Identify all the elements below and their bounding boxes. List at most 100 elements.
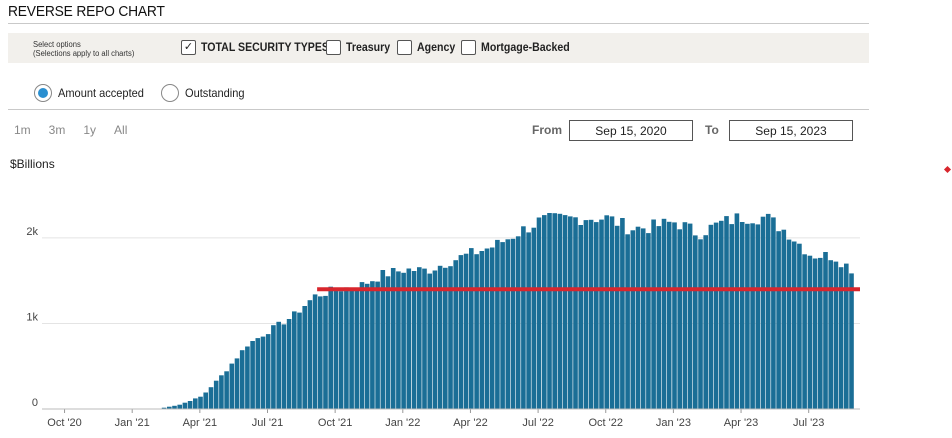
bar (568, 216, 573, 409)
bar (219, 375, 224, 409)
bar (370, 281, 375, 409)
radio-selected-icon[interactable] (34, 84, 52, 102)
bar (328, 286, 334, 409)
bar (521, 226, 526, 409)
bar (307, 300, 313, 409)
bar (557, 213, 563, 409)
bar (515, 236, 521, 409)
metric-radio-group: Amount accepted Outstanding (34, 84, 260, 102)
bar (396, 271, 401, 409)
bar (463, 253, 469, 409)
bar (177, 404, 183, 409)
checkbox-agency[interactable]: Agency (397, 40, 459, 55)
bar (250, 341, 255, 409)
bar (640, 228, 646, 409)
bar (443, 267, 448, 409)
bar (646, 233, 651, 409)
bar (526, 232, 531, 409)
checkbox-box[interactable] (397, 40, 412, 55)
bar (474, 254, 479, 409)
bar (745, 223, 750, 409)
checkbox-box[interactable] (326, 40, 341, 55)
options-bar: Select options (Selections apply to all … (8, 33, 869, 63)
range-1y[interactable]: 1y (83, 123, 97, 137)
bar (385, 276, 391, 409)
bar (713, 222, 719, 409)
bar-series (156, 213, 854, 409)
from-label: From (532, 123, 562, 137)
bar (812, 258, 818, 409)
bar (588, 219, 594, 409)
bar (672, 222, 677, 409)
bar (755, 224, 761, 409)
bar (417, 267, 422, 409)
checkbox-mortgage-backed[interactable]: Mortgage-Backed (461, 40, 578, 55)
bar (719, 220, 724, 409)
bar (547, 213, 552, 409)
to-date-input[interactable]: Sep 15, 2023 (729, 120, 853, 141)
bar (437, 265, 443, 409)
range-3m[interactable]: 3m (48, 123, 66, 137)
bar (286, 319, 292, 409)
bar (323, 295, 328, 409)
range-all[interactable]: All (114, 123, 128, 137)
bar (828, 260, 834, 409)
bar (281, 324, 287, 409)
bar (479, 251, 485, 409)
page-title: REVERSE REPO CHART (8, 3, 165, 20)
bar (693, 235, 698, 409)
bar (609, 216, 615, 409)
bar (500, 242, 505, 409)
select-options-title: Select options (33, 40, 81, 49)
bar (203, 392, 209, 409)
bar (682, 222, 688, 409)
bar (620, 218, 625, 409)
bar (604, 215, 610, 409)
bar (422, 268, 427, 409)
bar (338, 291, 344, 409)
range-1m[interactable]: 1m (14, 123, 31, 137)
x-tick-label: Apr '22 (453, 417, 488, 429)
x-tick-label: Jul '21 (252, 417, 283, 429)
x-tick-label: Jan '21 (115, 417, 150, 429)
radio-outstanding[interactable]: Outstanding (161, 84, 250, 102)
bar (698, 239, 703, 409)
bar (161, 407, 167, 409)
bar (677, 229, 683, 409)
bar (844, 263, 849, 409)
bar (265, 334, 271, 409)
from-date-input[interactable]: Sep 15, 2020 (569, 120, 693, 141)
bar (292, 311, 297, 409)
bar (656, 226, 662, 409)
x-tick-label: Jul '22 (522, 417, 553, 429)
range-selector: 1m 3m 1y All (14, 123, 127, 137)
bar (562, 215, 568, 409)
x-tick-label: Jan '22 (385, 417, 420, 429)
bar (359, 282, 365, 409)
bar (172, 405, 177, 409)
bar (781, 229, 787, 409)
title-divider (8, 23, 869, 24)
checkbox-box[interactable] (461, 40, 476, 55)
bar (193, 398, 198, 409)
radio-amount-accepted[interactable]: Amount accepted (34, 84, 151, 102)
bar (594, 222, 599, 409)
bar (495, 239, 500, 409)
checkbox-treasury[interactable]: Treasury (326, 40, 394, 55)
checkbox-total-security-types[interactable]: ✓ TOTAL SECURITY TYPES (181, 40, 340, 55)
bar (531, 227, 537, 409)
bar (505, 239, 511, 409)
radio-unselected-icon[interactable] (161, 84, 180, 102)
y-tick-label: 1k (26, 311, 38, 323)
radio-label: Amount accepted (58, 86, 144, 100)
bar (599, 219, 604, 409)
bar (448, 266, 453, 409)
bar (776, 231, 781, 409)
bar (849, 273, 854, 409)
bar (234, 358, 240, 409)
bar (333, 290, 339, 409)
bar (536, 217, 542, 409)
checkmark-icon[interactable]: ✓ (181, 40, 196, 55)
select-options-label: Select options (Selections apply to all … (33, 40, 134, 58)
x-tick-label: Oct '21 (318, 417, 353, 429)
